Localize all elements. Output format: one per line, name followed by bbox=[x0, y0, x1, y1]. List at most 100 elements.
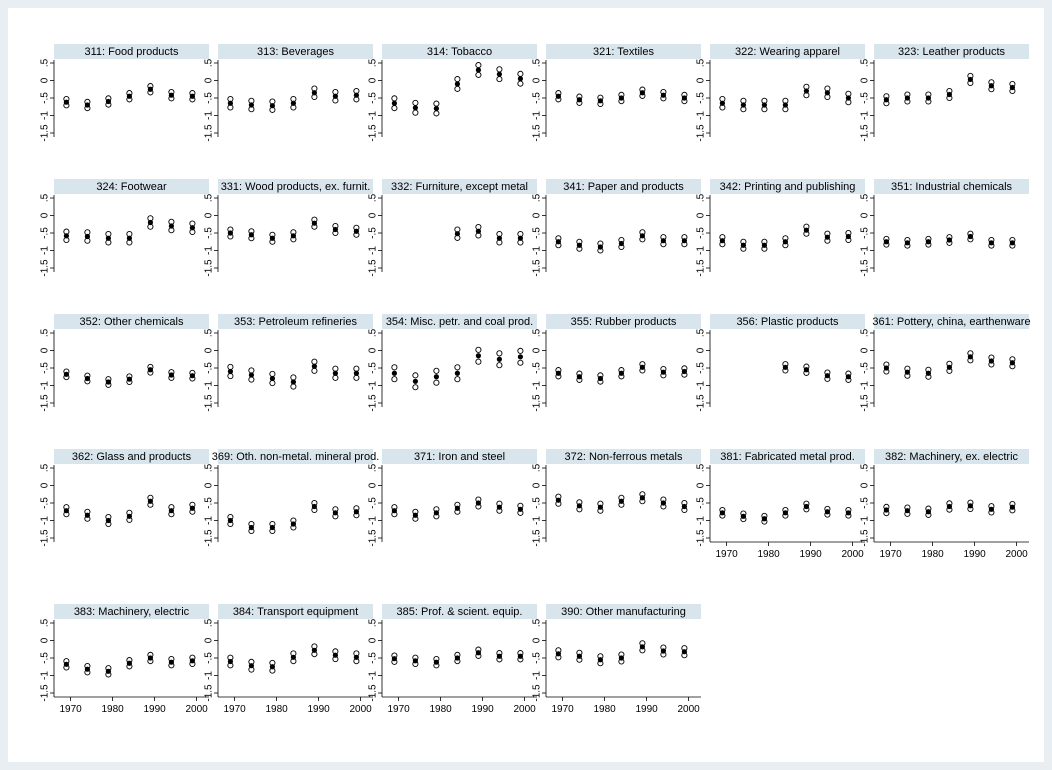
estimate-point bbox=[248, 102, 254, 108]
estimate-point bbox=[189, 225, 195, 231]
panel-header bbox=[54, 449, 209, 464]
panel-17: 356: Plastic products .5 0 -.5 -1 -1.5 bbox=[696, 314, 865, 412]
estimate-point bbox=[105, 668, 111, 674]
panel-title: 321: Textiles bbox=[593, 46, 654, 58]
estimate-point bbox=[597, 504, 604, 510]
estimate-point bbox=[967, 76, 974, 83]
estimate-point bbox=[967, 233, 974, 240]
estimate-point bbox=[1009, 360, 1016, 366]
estimate-point bbox=[391, 100, 397, 106]
y-tick-label: 0 bbox=[696, 212, 707, 218]
panel-22: 372: Non-ferrous metals .5 0 -.5 -1 -1.5 bbox=[532, 449, 701, 547]
estimate-point bbox=[63, 371, 69, 377]
estimate-point bbox=[496, 356, 502, 362]
estimate-point bbox=[660, 369, 667, 375]
x-tick-label: 1980 bbox=[757, 549, 780, 560]
estimate-point bbox=[126, 660, 132, 666]
estimate-point bbox=[824, 509, 831, 515]
estimate-point bbox=[618, 498, 625, 504]
y-tick-label: 0 bbox=[204, 77, 215, 83]
y-tick-label: -1 bbox=[204, 246, 215, 255]
y-tick-label: -.5 bbox=[368, 92, 379, 104]
y-tick-label: -1.5 bbox=[696, 529, 707, 547]
estimate-point bbox=[660, 92, 667, 98]
y-tick-label: .5 bbox=[532, 463, 543, 472]
y-tick-label: -1 bbox=[368, 381, 379, 390]
y-tick-label: -.5 bbox=[40, 227, 51, 239]
lower-bound-point bbox=[290, 383, 297, 390]
estimate-point bbox=[412, 658, 418, 664]
y-tick-label: .5 bbox=[204, 328, 215, 337]
y-tick-label: 0 bbox=[204, 637, 215, 643]
y-tick-label: 0 bbox=[40, 212, 51, 218]
estimate-point bbox=[782, 510, 789, 516]
y-tick-label: -1 bbox=[368, 111, 379, 120]
estimate-point bbox=[618, 95, 625, 101]
y-tick-label: 0 bbox=[368, 347, 379, 353]
y-tick-label: -1.5 bbox=[204, 684, 215, 702]
estimate-point bbox=[555, 370, 562, 376]
y-tick-label: .5 bbox=[40, 618, 51, 627]
y-tick-label: 0 bbox=[204, 212, 215, 218]
estimate-point bbox=[618, 240, 625, 247]
y-tick-label: -1 bbox=[532, 671, 543, 680]
upper-bound-point bbox=[517, 347, 524, 354]
estimate-point bbox=[803, 227, 810, 233]
estimate-point bbox=[1009, 84, 1016, 91]
estimate-point bbox=[1009, 240, 1016, 246]
y-tick-label: -1.5 bbox=[532, 529, 543, 547]
panel-20: 369: Oth. non-metal. mineral prod..5 0 -.5… bbox=[204, 449, 379, 547]
y-tick-label: -1 bbox=[532, 246, 543, 255]
x-tick-label: 1990 bbox=[963, 549, 986, 560]
lower-bound-point bbox=[496, 76, 503, 83]
estimate-point bbox=[189, 373, 195, 379]
estimate-point bbox=[269, 103, 275, 109]
estimate-point bbox=[391, 508, 397, 514]
estimate-point bbox=[105, 517, 111, 524]
y-tick-label: -1.5 bbox=[860, 259, 871, 277]
estimate-point bbox=[311, 647, 317, 653]
estimate-point bbox=[248, 372, 254, 378]
panel-title: 353: Petroleum refineries bbox=[234, 316, 357, 328]
estimate-point bbox=[496, 653, 502, 659]
y-tick-label: 0 bbox=[532, 347, 543, 353]
y-tick-label: -.5 bbox=[40, 652, 51, 664]
y-tick-label: -1 bbox=[532, 381, 543, 390]
estimate-point bbox=[517, 354, 523, 360]
y-tick-label: .5 bbox=[368, 193, 379, 202]
panel-header bbox=[218, 449, 373, 464]
y-tick-label: .5 bbox=[696, 58, 707, 67]
estimate-point bbox=[967, 354, 974, 360]
estimate-point bbox=[517, 506, 523, 512]
estimate-point bbox=[63, 508, 69, 514]
estimate-point bbox=[719, 238, 726, 244]
estimate-point bbox=[946, 237, 953, 243]
estimate-point bbox=[845, 510, 852, 516]
y-tick-label: -1 bbox=[204, 381, 215, 390]
estimate-point bbox=[105, 379, 111, 385]
estimate-point bbox=[782, 102, 789, 108]
y-tick-label: -1.5 bbox=[40, 529, 51, 547]
y-tick-label: -.5 bbox=[860, 497, 871, 509]
estimate-point bbox=[845, 95, 852, 101]
y-tick-label: -.5 bbox=[40, 92, 51, 104]
lower-bound-point bbox=[517, 80, 524, 87]
upper-bound-point bbox=[269, 370, 276, 378]
upper-bound-point bbox=[496, 350, 503, 357]
y-tick-label: 0 bbox=[696, 347, 707, 353]
estimate-point bbox=[454, 81, 460, 87]
estimate-point bbox=[681, 238, 688, 244]
y-tick-label: -1 bbox=[696, 381, 707, 390]
panel-title: 352: Other chemicals bbox=[80, 316, 184, 328]
y-tick-label: -1.5 bbox=[204, 124, 215, 142]
panel-title: 324: Footwear bbox=[96, 181, 167, 193]
estimate-point bbox=[576, 97, 583, 103]
estimate-point bbox=[740, 513, 747, 519]
panel-title: 351: Industrial chemicals bbox=[891, 181, 1013, 193]
panel-header bbox=[382, 314, 537, 329]
y-tick-label: -1.5 bbox=[204, 394, 215, 412]
estimate-point bbox=[988, 83, 995, 89]
panel-16: 355: Rubber products .5 0 -.5 -1 -1.5 bbox=[532, 314, 701, 412]
estimate-point bbox=[883, 507, 890, 513]
